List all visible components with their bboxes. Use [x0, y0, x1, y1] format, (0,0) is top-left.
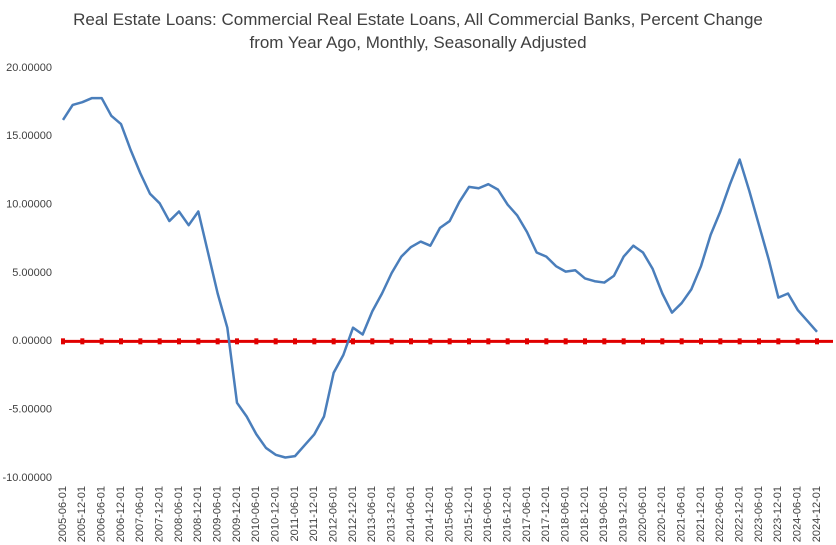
x-tick-label: 2009-12-01	[231, 486, 243, 542]
x-tick-label: 2014-12-01	[424, 486, 436, 542]
reference-marker	[699, 338, 703, 345]
reference-marker	[273, 338, 278, 345]
x-tick-label: 2010-06-01	[250, 486, 262, 542]
reference-marker	[428, 338, 433, 345]
x-tick-label: 2007-12-01	[154, 486, 166, 542]
reference-marker	[370, 338, 375, 345]
x-tick-label: 2016-06-01	[482, 486, 494, 542]
y-tick-label: 15.00000	[6, 130, 52, 142]
reference-marker	[389, 338, 394, 345]
reference-marker	[757, 338, 761, 345]
x-tick-label: 2006-12-01	[115, 486, 127, 542]
reference-marker	[61, 338, 65, 345]
x-tick-label: 2018-12-01	[579, 486, 591, 542]
reference-marker	[660, 338, 665, 345]
y-tick-label: 0.00000	[12, 335, 52, 347]
x-tick-label: 2015-12-01	[463, 486, 475, 542]
y-tick-label: -10.00000	[2, 472, 52, 484]
x-tick-label: 2007-06-01	[134, 486, 146, 542]
reference-marker	[776, 338, 781, 345]
y-tick-label: -5.00000	[9, 404, 52, 416]
x-tick-label: 2005-12-01	[76, 486, 88, 542]
reference-marker	[679, 338, 684, 345]
x-tick-label: 2014-06-01	[405, 486, 417, 542]
x-tick-label: 2020-12-01	[656, 486, 668, 542]
x-tick-label: 2009-06-01	[212, 486, 224, 542]
reference-marker	[119, 338, 123, 345]
reference-marker	[312, 338, 317, 345]
chart-title: Real Estate Loans: Commercial Real Estat…	[73, 10, 763, 52]
x-tick-label: 2012-12-01	[347, 486, 359, 542]
x-tick-label: 2017-12-01	[540, 486, 552, 542]
reference-marker	[641, 338, 645, 345]
data-line	[61, 96, 818, 459]
reference-marker	[331, 338, 336, 345]
x-tick-label: 2019-06-01	[598, 486, 610, 542]
x-tick-label: 2013-12-01	[386, 486, 398, 542]
x-tick-label: 2011-12-01	[308, 486, 320, 541]
x-tick-label: 2019-12-01	[618, 486, 630, 542]
x-tick-label: 2006-06-01	[96, 486, 108, 542]
reference-marker	[215, 338, 220, 345]
reference-marker	[80, 338, 85, 345]
x-tick-label: 2021-06-01	[676, 486, 688, 542]
reference-marker	[254, 338, 259, 345]
y-tick-label: 5.00000	[12, 267, 52, 279]
x-tick-label: 2023-12-01	[772, 486, 784, 542]
reference-marker	[235, 338, 239, 345]
x-tick-label: 2017-06-01	[521, 486, 533, 542]
reference-marker	[525, 338, 529, 345]
x-tick-label: 2022-12-01	[734, 486, 746, 542]
x-tick-label: 2010-12-01	[270, 486, 282, 542]
reference-marker	[621, 338, 626, 345]
y-tick-label: 10.00000	[6, 199, 52, 211]
reference-marker	[467, 338, 471, 345]
reference-marker	[409, 338, 413, 345]
reference-marker	[815, 338, 819, 345]
reference-marker	[795, 338, 800, 345]
x-tick-label: 2011-06-01	[289, 486, 301, 541]
x-tick-label: 2005-06-01	[57, 486, 69, 542]
x-tick-label: 2008-06-01	[173, 486, 185, 542]
x-tick-label: 2021-12-01	[695, 486, 707, 542]
reference-marker	[351, 338, 355, 345]
x-tick-label: 2018-06-01	[560, 486, 572, 542]
reference-marker	[583, 338, 587, 345]
x-tick-label: 2022-06-01	[714, 486, 726, 542]
x-tick-label: 2016-12-01	[502, 486, 514, 542]
reference-marker	[718, 338, 723, 345]
reference-marker	[157, 338, 162, 345]
x-tick-label: 2015-06-01	[444, 486, 456, 542]
reference-marker	[99, 338, 104, 345]
reference-marker	[602, 338, 607, 345]
x-tick-label: 2023-06-01	[753, 486, 765, 542]
reference-marker	[138, 338, 143, 345]
reference-marker	[505, 338, 510, 345]
reference-marker	[177, 338, 181, 345]
reference-marker	[563, 338, 568, 345]
reference-marker	[544, 338, 549, 345]
reference-marker	[196, 338, 201, 345]
x-tick-label: 2024-12-01	[811, 486, 823, 542]
x-tick-label: 2008-12-01	[192, 486, 204, 542]
reference-marker	[737, 338, 742, 345]
y-tick-label: 20.00000	[6, 62, 52, 74]
x-tick-label: 2024-06-01	[792, 486, 804, 542]
x-tick-label: 2012-06-01	[328, 486, 340, 542]
x-tick-label: 2020-06-01	[637, 486, 649, 542]
reference-marker	[293, 338, 297, 345]
x-tick-label: 2013-06-01	[366, 486, 378, 542]
reference-marker	[486, 338, 491, 345]
reference-marker	[447, 338, 452, 345]
